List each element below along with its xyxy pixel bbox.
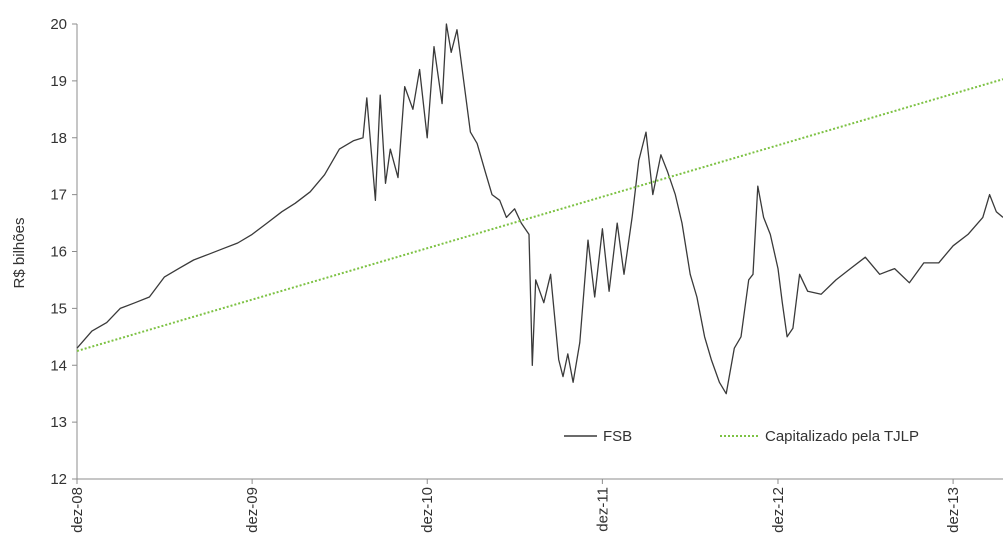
- y-axis: 12 13 14 15 16 17 18 19 20: [50, 16, 77, 488]
- y-tick-label: 14: [50, 357, 67, 374]
- x-axis: dez-08 dez-09 dez-10 dez-11 dez-12 dez-13: [69, 479, 962, 533]
- x-tick-label: dez-10: [419, 487, 436, 533]
- series-layer: [76, 23, 1003, 395]
- legend-label-fsb: FSB: [603, 428, 632, 445]
- y-tick-label: 18: [50, 130, 67, 147]
- x-tick-label: dez-11: [594, 487, 611, 532]
- y-tick-label: 16: [50, 244, 67, 261]
- y-tick-label: 20: [50, 16, 67, 33]
- x-tick-label: dez-08: [69, 487, 86, 533]
- y-tick-label: 17: [50, 187, 67, 204]
- y-tick-label: 13: [50, 414, 67, 431]
- legend-label-tjlp: Capitalizado pela TJLP: [765, 428, 919, 445]
- y-axis-label: R$ bilhões: [11, 218, 28, 289]
- series-line-tjlp: [76, 78, 1003, 352]
- y-tick-label: 15: [50, 300, 67, 317]
- x-tick-label: dez-12: [770, 487, 787, 533]
- x-tick-label: dez-13: [945, 487, 962, 533]
- legend: FSB Capitalizado pela TJLP: [564, 428, 919, 445]
- y-tick-label: 19: [50, 73, 67, 90]
- x-tick-label: dez-09: [244, 487, 261, 533]
- series-line-fsb: [76, 23, 1003, 395]
- y-tick-label: 12: [50, 471, 67, 488]
